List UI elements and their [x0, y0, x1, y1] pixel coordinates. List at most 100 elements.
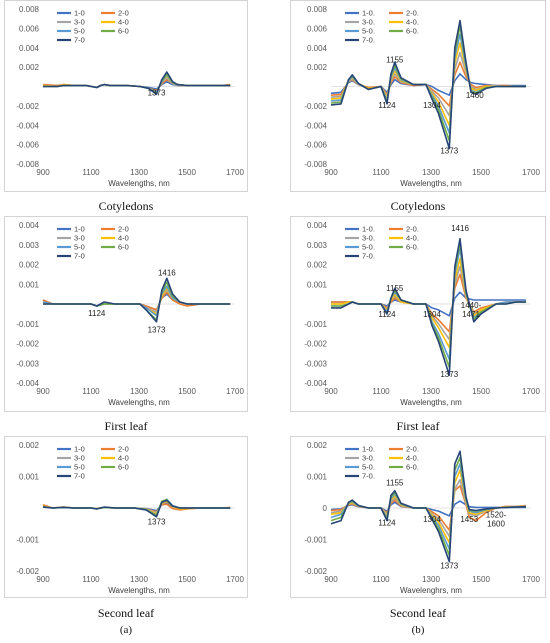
peak-annotation: 1471 — [462, 310, 480, 319]
series-line-7-0 — [330, 19, 526, 150]
caption-first-leaf-b: First leaf — [396, 419, 440, 433]
peak-annotation: 1460 — [466, 91, 484, 100]
chart-panel-cotyledons-a: 0.008 0.006 0.004 0.002 -0.002 -0.004 -0.006 -0… — [4, 0, 248, 192]
chart-panel-cotyledons-b: 0.008 0.006 0.004 0.002 -0.002 -0.004 -0.006 -0… — [290, 0, 546, 192]
x-tick-label: 1500 — [178, 387, 196, 396]
x-tick-label: 1700 — [226, 168, 244, 177]
peak-annotation: 1440- — [461, 301, 482, 310]
x-tick-label: 1100 — [82, 168, 100, 177]
legend-label: 1-0. — [362, 445, 375, 454]
legend-label: 7-0. — [362, 472, 375, 481]
peak-annotation: 1373 — [148, 517, 166, 526]
y-tick-label: 0.004 — [19, 44, 40, 53]
legend-label: 2-0 — [118, 225, 129, 234]
x-tick-label: 900 — [324, 575, 338, 584]
x-axis-title: Wavelengths, nm — [108, 586, 170, 595]
legend-label: 1-0. — [362, 9, 375, 18]
legend-label: 5-0. — [362, 243, 375, 252]
legend-label: 4-0 — [118, 234, 129, 243]
x-axis-title: Wavelengths, nm — [400, 398, 462, 407]
peak-annotation: 1124 — [378, 101, 396, 110]
y-tick-label: -0.001 — [16, 536, 39, 545]
x-tick-label: 1300 — [130, 387, 148, 396]
legend-label: 6-0 — [118, 463, 129, 472]
peak-annotation: 1600 — [487, 519, 505, 528]
legend-label: 1-0 — [74, 225, 85, 234]
y-tick-label: 0.002 — [19, 63, 40, 72]
legend-label: 5-0 — [74, 27, 85, 36]
peak-annotation: 1124 — [378, 518, 396, 527]
series-line-2-0 — [42, 291, 231, 311]
y-tick-label: -0.006 — [16, 141, 39, 150]
legend-label: 3-0 — [74, 18, 85, 27]
legend-label: 4-0. — [406, 18, 419, 27]
x-tick-label: 1300 — [422, 575, 440, 584]
legend-label: 3-0. — [362, 234, 375, 243]
y-tick-label: 0.003 — [307, 241, 328, 250]
sublabel-a: (a) — [119, 624, 133, 636]
series-line-3-0 — [42, 289, 231, 313]
y-tick-label: -0.002 — [304, 102, 327, 111]
x-tick-label: 900 — [36, 575, 50, 584]
legend-label: 5-0 — [74, 243, 85, 252]
y-tick-label: -0.002 — [16, 102, 39, 111]
y-tick-label: 0.008 — [19, 5, 40, 14]
legend-label: 7-0 — [74, 36, 85, 45]
peak-annotation: 1453 — [460, 515, 478, 524]
peak-annotation: 1373 — [440, 370, 458, 379]
series-line-7-0 — [331, 237, 526, 376]
legend-label: 1-0 — [74, 445, 85, 454]
caption-second-leaf-b: Second leaf — [389, 606, 447, 620]
y-tick-label: -0.004 — [304, 379, 327, 388]
caption-second-leaf-a: Second leaf — [97, 606, 155, 620]
series-line-3-0 — [331, 265, 526, 341]
legend-label: 7-0 — [74, 472, 85, 481]
legend-label: 4-0. — [406, 234, 419, 243]
peak-annotation: 1155 — [386, 478, 404, 487]
y-tick-label: -0.008 — [304, 160, 327, 169]
x-tick-label: 1100 — [82, 387, 100, 396]
chart-panel-first-leaf-b: 0.004 0.003 0.002 0.001 -0.001 -0.002 -0.003 -0… — [290, 216, 546, 412]
peak-annotation: 1416 — [158, 268, 176, 277]
series-line-6-0 — [43, 281, 231, 321]
x-axis-title: Wavelenghrs, nm — [400, 586, 462, 595]
y-tick-label: -0.002 — [16, 567, 39, 576]
series-line-1-0 — [42, 293, 231, 311]
y-tick-label: -0.004 — [16, 121, 39, 130]
y-tick-label: 0.008 — [307, 5, 328, 14]
y-tick-label: -0.001 — [16, 320, 39, 329]
chart-svg-first-leaf-a: 0.004 0.003 0.002 0.001 -0.001 -0.002 -0.003 -0… — [16, 221, 244, 407]
series-line-4-0 — [42, 75, 231, 94]
y-tick-label: -0.001 — [304, 536, 327, 545]
x-tick-label: 1100 — [372, 575, 390, 584]
legend-label: 5-0 — [74, 463, 85, 472]
legend-label: 6-0. — [406, 463, 419, 472]
x-tick-label: 1300 — [422, 387, 440, 396]
peak-annotation: 1155 — [386, 284, 404, 293]
y-tick-label: -0.002 — [304, 340, 327, 349]
x-tick-label: 1500 — [178, 575, 196, 584]
y-tick-label: 0.006 — [307, 24, 328, 33]
legend-label: 2-0. — [406, 445, 419, 454]
y-tick-label: -0.008 — [16, 160, 39, 169]
chart-svg-first-leaf-b: 0.004 0.003 0.002 0.001 -0.001 -0.002 -0.003 -0… — [304, 221, 540, 407]
series-line-4-0 — [42, 287, 231, 315]
peak-annotation: 1304 — [423, 515, 441, 524]
y-tick-label: -0.004 — [16, 379, 39, 388]
legend-label: 3-0 — [74, 454, 85, 463]
peak-annotation: 1304 — [423, 310, 441, 319]
legend-label: 4-0 — [118, 18, 129, 27]
x-tick-label: 1300 — [422, 168, 440, 177]
peak-annotation: 1124 — [378, 310, 396, 319]
x-tick-label: 1500 — [178, 168, 196, 177]
x-axis-title: Wavelengths, nm — [108, 398, 170, 407]
y-tick-label: -0.002 — [304, 567, 327, 576]
x-tick-label: 900 — [324, 387, 338, 396]
legend-label: 3-0. — [362, 454, 375, 463]
y-tick-label: -0.004 — [304, 121, 327, 130]
legend-label: 5-0. — [362, 27, 375, 36]
legend-label: 6-0 — [118, 243, 129, 252]
y-tick-label: -0.001 — [304, 320, 327, 329]
peak-annotation: 1373 — [440, 146, 458, 155]
